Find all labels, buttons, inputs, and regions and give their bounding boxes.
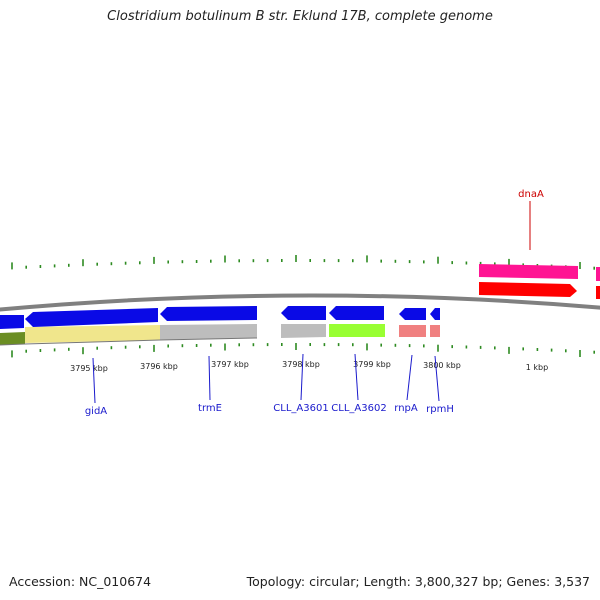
gene-label-trmE[interactable]: trmE	[198, 403, 222, 414]
genome-backbone	[0, 293, 600, 312]
gene-arrow-rpmH	[430, 308, 440, 320]
gene-label-CLL_A3602[interactable]: CLL_A3602	[331, 403, 386, 414]
category-block-olive	[0, 332, 25, 345]
leader-trmE	[208, 355, 211, 401]
gene-arrow-unnamed	[0, 315, 24, 329]
gene-label-dnaA[interactable]: dnaA	[518, 189, 544, 200]
map-title: Clostridium botulinum B str. Eklund 17B,…	[107, 9, 493, 24]
gene-leader-lines	[92, 201, 531, 404]
category-block-green	[329, 324, 385, 337]
gene-block-pink	[479, 264, 578, 279]
gene-block-pink-2	[596, 267, 600, 281]
accession-text: Accession: NC_010674	[9, 574, 152, 589]
scale-label: 3795 kbp	[70, 364, 108, 373]
gene-arrow-CLL_A3602	[329, 306, 384, 320]
category-strip	[0, 324, 440, 345]
reverse-genes	[0, 306, 440, 329]
category-block-salmon	[399, 325, 426, 337]
topology-text: Topology: circular; Length: 3,800,327 bp…	[246, 574, 590, 589]
leader-CLL_A3602	[354, 353, 359, 401]
gene-label-rnpA[interactable]: rnpA	[394, 403, 418, 414]
gene-arrow-trmE	[160, 306, 257, 321]
scale-label: 3800 kbp	[423, 361, 461, 370]
leader-gidA	[92, 357, 96, 404]
scale-label: 1 kbp	[526, 363, 548, 372]
gene-label-gidA[interactable]: gidA	[85, 406, 107, 417]
gene-label-rpmH[interactable]: rpmH	[426, 404, 454, 415]
gene-arrow-rnpA	[399, 308, 426, 320]
lower-tick-row	[11, 343, 596, 358]
genome-backbone-lower	[0, 337, 258, 346]
leader-rnpA	[406, 354, 413, 401]
gene-block-red-2	[596, 286, 600, 299]
gene-label-CLL_A3601[interactable]: CLL_A3601	[273, 403, 328, 414]
gene-arrow-CLL_A3601	[281, 306, 326, 320]
scale-label: 3798 kbp	[282, 360, 320, 369]
category-block-khaki	[25, 325, 160, 343]
leader-rpmH	[434, 355, 440, 402]
scale-label: 3797 kbp	[211, 360, 249, 369]
category-block-grey	[160, 324, 257, 340]
category-block-grey	[281, 324, 326, 338]
gene-arrow-dnaA	[479, 282, 577, 297]
category-block-salmon	[430, 325, 440, 337]
gene-labels: gidA trmE CLL_A3601 CLL_A3602 rnpA rpmH …	[85, 189, 544, 417]
scale-label: 3796 kbp	[140, 362, 178, 371]
scale-label: 3799 kbp	[353, 360, 391, 369]
scale-labels: 3795 kbp 3796 kbp 3797 kbp 3798 kbp 3799…	[70, 360, 548, 373]
leader-CLL_A3601	[300, 353, 304, 401]
gene-arrow-gidA	[25, 308, 158, 327]
forward-genes	[479, 264, 600, 299]
